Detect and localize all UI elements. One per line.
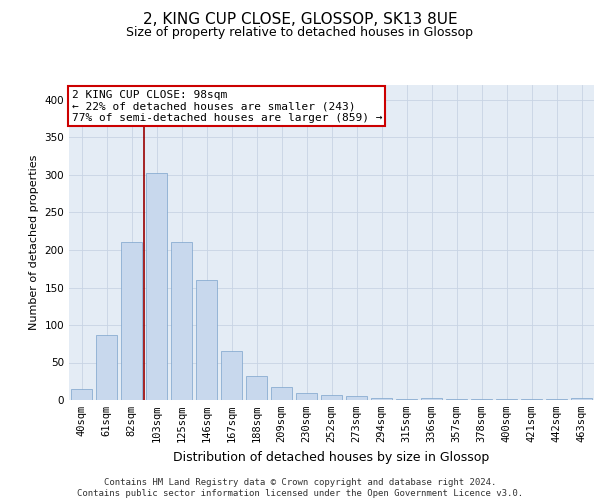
Bar — [171, 242, 192, 400]
Bar — [146, 172, 167, 400]
Bar — [446, 398, 467, 400]
X-axis label: Distribution of detached houses by size in Glossop: Distribution of detached houses by size … — [173, 450, 490, 464]
Bar — [121, 242, 142, 400]
Bar — [71, 389, 92, 400]
Bar — [571, 398, 592, 400]
Bar — [346, 396, 367, 400]
Bar — [271, 386, 292, 400]
Bar — [96, 335, 117, 400]
Bar — [421, 398, 442, 400]
Bar — [471, 398, 492, 400]
Bar — [321, 395, 342, 400]
Text: 2, KING CUP CLOSE, GLOSSOP, SK13 8UE: 2, KING CUP CLOSE, GLOSSOP, SK13 8UE — [143, 12, 457, 28]
Bar — [296, 392, 317, 400]
Bar — [196, 280, 217, 400]
Bar — [546, 398, 567, 400]
Bar — [396, 398, 417, 400]
Text: Contains HM Land Registry data © Crown copyright and database right 2024.
Contai: Contains HM Land Registry data © Crown c… — [77, 478, 523, 498]
Bar — [371, 398, 392, 400]
Bar — [521, 398, 542, 400]
Bar — [496, 398, 517, 400]
Bar — [221, 351, 242, 400]
Bar — [246, 376, 267, 400]
Y-axis label: Number of detached properties: Number of detached properties — [29, 155, 39, 330]
Text: 2 KING CUP CLOSE: 98sqm
← 22% of detached houses are smaller (243)
77% of semi-d: 2 KING CUP CLOSE: 98sqm ← 22% of detache… — [71, 90, 382, 123]
Text: Size of property relative to detached houses in Glossop: Size of property relative to detached ho… — [127, 26, 473, 39]
